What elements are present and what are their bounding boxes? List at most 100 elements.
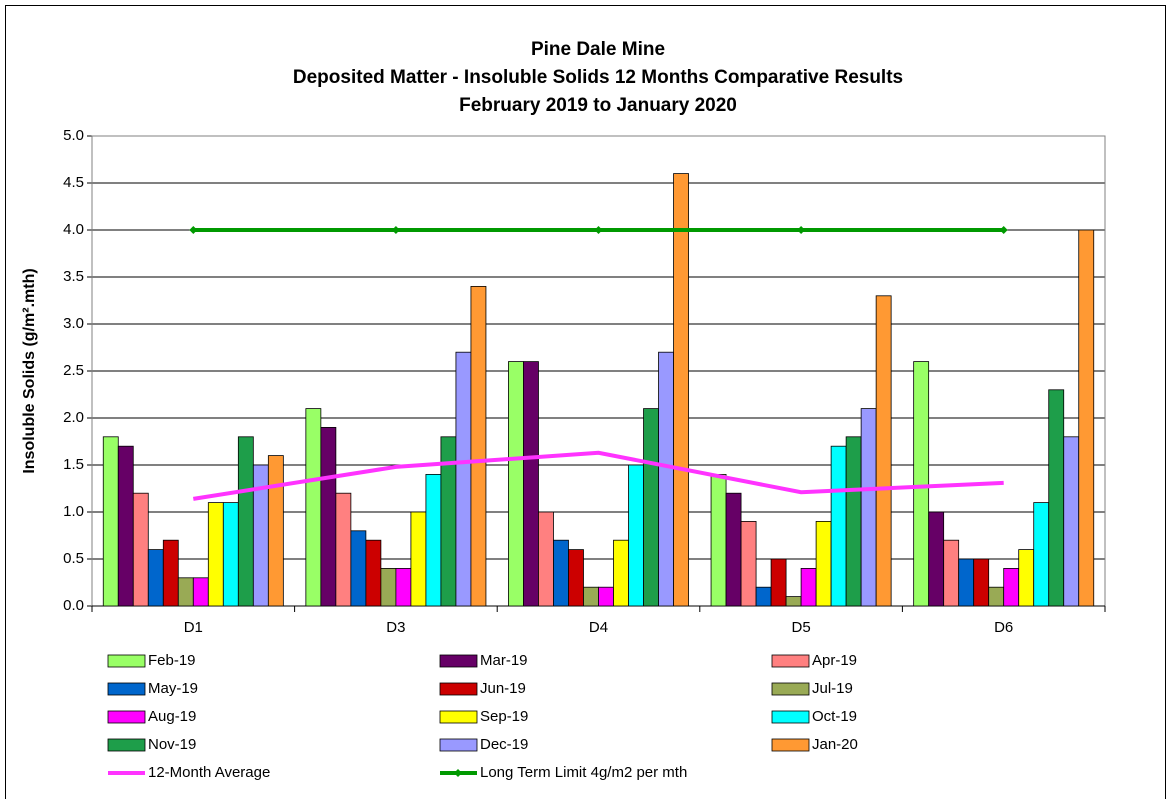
- legend-label: Feb-19: [148, 652, 196, 669]
- x-tick-label: D5: [792, 619, 811, 636]
- bar: [815, 521, 832, 607]
- y-tick-label: 5.0: [63, 127, 84, 144]
- bar: [583, 586, 599, 607]
- line-marker: [797, 226, 806, 234]
- legend-label: Sep-19: [480, 708, 528, 725]
- bar: [207, 502, 224, 607]
- y-tick-label: 0.0: [63, 597, 84, 614]
- line-marker: [999, 226, 1008, 234]
- y-axis-label: Insoluble Solids (g/m².mth): [21, 268, 38, 473]
- bar: [380, 568, 397, 607]
- legend-swatch: [771, 738, 810, 752]
- legend-label: Jan-20: [812, 736, 858, 753]
- bar: [147, 549, 164, 607]
- bar: [800, 568, 817, 607]
- bar: [237, 436, 254, 607]
- bar: [613, 539, 629, 607]
- legend-label: May-19: [148, 680, 198, 697]
- bar: [658, 351, 674, 607]
- bar: [523, 361, 539, 607]
- legend-label: Jun-19: [480, 680, 526, 697]
- bar: [320, 426, 337, 607]
- line-marker: [391, 226, 400, 234]
- x-tick-label: D1: [184, 619, 203, 636]
- chart-title: February 2019 to January 2020: [459, 95, 737, 116]
- bar: [643, 408, 659, 607]
- line-marker: [189, 226, 198, 234]
- bar: [102, 436, 119, 607]
- legend-swatch: [439, 738, 478, 752]
- y-tick-label: 2.5: [63, 362, 84, 379]
- line-marker: [594, 226, 603, 234]
- bar: [1063, 436, 1080, 607]
- bar: [267, 455, 284, 607]
- y-tick-label: 1.5: [63, 456, 84, 473]
- bar: [928, 511, 945, 607]
- legend-swatch: [771, 654, 810, 668]
- bar: [538, 511, 554, 607]
- bar: [770, 558, 787, 607]
- y-tick-label: 1.0: [63, 503, 84, 520]
- bar: [943, 539, 960, 607]
- legend-swatch: [107, 654, 146, 668]
- bar: [162, 539, 179, 607]
- bar: [958, 558, 975, 607]
- legend-label: Long Term Limit 4g/m2 per mth: [480, 764, 687, 781]
- bar: [845, 436, 862, 607]
- legend-label: Nov-19: [148, 736, 196, 753]
- bar: [177, 577, 194, 607]
- legend-swatch: [107, 738, 146, 752]
- bar: [740, 521, 757, 607]
- legend-label: Dec-19: [480, 736, 528, 753]
- legend-swatch: [439, 682, 478, 696]
- bar: [553, 539, 569, 607]
- bar: [132, 492, 149, 607]
- legend-label: Jul-19: [812, 680, 853, 697]
- x-tick-label: D4: [589, 619, 608, 636]
- legend-label: Aug-19: [148, 708, 196, 725]
- bar: [598, 586, 614, 607]
- bar: [117, 445, 134, 607]
- bar: [875, 295, 892, 607]
- bar: [988, 586, 1005, 607]
- legend-swatch: [771, 682, 810, 696]
- bar: [395, 568, 412, 607]
- bar: [192, 577, 209, 607]
- bar: [755, 586, 772, 607]
- bar: [425, 473, 442, 607]
- bar: [222, 502, 239, 607]
- legend-swatch: [439, 654, 478, 668]
- bar: [973, 558, 990, 607]
- bar: [568, 549, 584, 607]
- y-tick-label: 0.5: [63, 550, 84, 567]
- legend-swatch: [439, 710, 478, 724]
- bar: [335, 492, 352, 607]
- bar: [913, 361, 930, 607]
- legend-swatch: [107, 682, 146, 696]
- line: [192, 450, 1004, 501]
- y-tick-label: 4.5: [63, 174, 84, 191]
- bar: [305, 408, 322, 607]
- y-tick-label: 3.0: [63, 315, 84, 332]
- bar: [410, 511, 427, 607]
- bar: [365, 539, 382, 607]
- bar: [508, 361, 524, 607]
- y-tick-label: 2.0: [63, 409, 84, 426]
- bar: [1033, 502, 1050, 607]
- x-tick-label: D3: [386, 619, 405, 636]
- legend-marker: [454, 769, 462, 777]
- legend-swatch: [107, 710, 146, 724]
- bar: [830, 445, 847, 607]
- bar: [1003, 568, 1020, 607]
- bar: [785, 596, 802, 607]
- y-tick-label: 4.0: [63, 221, 84, 238]
- bar: [1018, 549, 1035, 607]
- bar: [860, 408, 877, 607]
- legend-label: Oct-19: [812, 708, 857, 725]
- y-tick-label: 3.5: [63, 268, 84, 285]
- bar: [725, 492, 742, 607]
- legend-swatch: [771, 710, 810, 724]
- bar: [470, 285, 487, 607]
- bar: [710, 473, 727, 607]
